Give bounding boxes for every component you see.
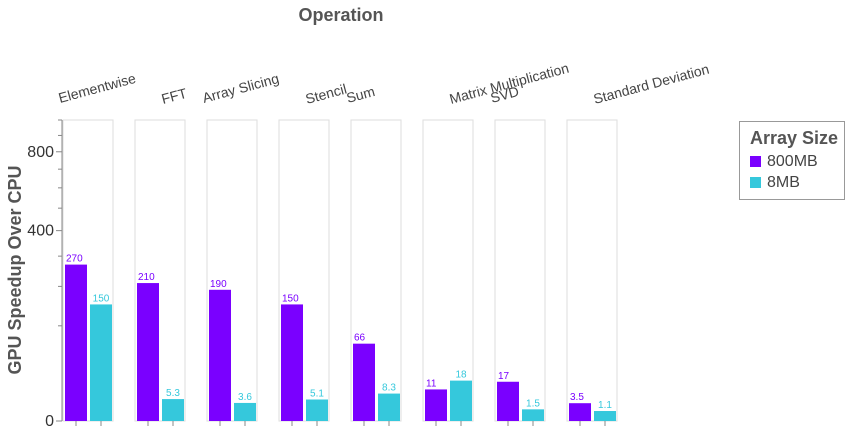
bar-8mb <box>594 411 616 421</box>
bar-value-label: 270 <box>66 254 83 265</box>
bar-800mb <box>65 264 87 421</box>
bar-8mb <box>450 380 472 421</box>
bar-800mb <box>497 381 519 421</box>
bar-value-label: 18 <box>455 370 467 381</box>
bar-value-label: 11 <box>426 378 437 389</box>
bar-value-label: 210 <box>138 272 155 283</box>
category-label: FFT <box>160 85 189 107</box>
bar-800mb <box>569 403 591 421</box>
legend-swatch-800mb <box>750 156 761 167</box>
bar-value-label: 150 <box>93 293 110 304</box>
legend-swatch-8mb <box>750 177 761 188</box>
bar-value-label: 1.5 <box>526 398 540 409</box>
bar-8mb <box>90 304 112 421</box>
panel-frame <box>350 119 402 422</box>
y-tick-label: 400 <box>27 223 54 240</box>
bar-800mb <box>281 304 303 421</box>
panel-frame <box>494 119 546 422</box>
bar-value-label: 8.3 <box>382 383 396 394</box>
y-tick-label: 0 <box>45 413 54 430</box>
category-label: Stencil <box>304 81 349 107</box>
bar-8mb <box>522 409 544 421</box>
bar-value-label: 17 <box>498 371 510 382</box>
legend-label-800mb: 800MB <box>767 152 818 170</box>
legend-title: Array Size <box>750 128 839 148</box>
y-axis-title: GPU Speedup Over CPU <box>5 165 25 374</box>
chart-title: Operation <box>298 5 383 25</box>
bar-value-label: 150 <box>282 293 299 304</box>
y-tick-label: 800 <box>27 144 54 161</box>
bar-800mb <box>353 343 375 421</box>
category-label: SVD <box>489 83 521 106</box>
panel-frame <box>422 119 474 422</box>
bar-value-label: 3.5 <box>570 392 584 403</box>
legend: Array Size 800MB 8MB <box>739 121 845 200</box>
category-label: Sum <box>345 83 377 106</box>
bar-value-label: 5.1 <box>310 389 324 400</box>
bar-800mb <box>425 389 447 421</box>
bar-value-label: 5.3 <box>166 388 180 399</box>
bar-value-label: 1.1 <box>598 400 612 411</box>
bar-value-label: 3.6 <box>238 392 252 403</box>
bar-8mb <box>378 393 400 421</box>
legend-item-800mb: 800MB <box>750 151 844 172</box>
category-label: Elementwise <box>57 70 138 106</box>
legend-item-8mb: 8MB <box>750 172 844 193</box>
legend-label-8mb: 8MB <box>767 173 800 191</box>
panel-frame <box>566 119 618 422</box>
bar-value-label: 190 <box>210 279 227 290</box>
panel-frame <box>62 119 114 422</box>
bar-value-label: 66 <box>354 333 366 344</box>
bar-800mb <box>209 289 231 421</box>
category-label: Standard Deviation <box>592 61 711 107</box>
bar-8mb <box>306 399 328 421</box>
panel-frame <box>206 119 258 422</box>
bar-8mb <box>234 402 256 421</box>
bar-800mb <box>137 283 159 421</box>
panel-frame <box>278 119 330 422</box>
category-label: Array Slicing <box>201 70 281 106</box>
panel-frame <box>134 119 186 422</box>
bar-8mb <box>162 399 184 421</box>
